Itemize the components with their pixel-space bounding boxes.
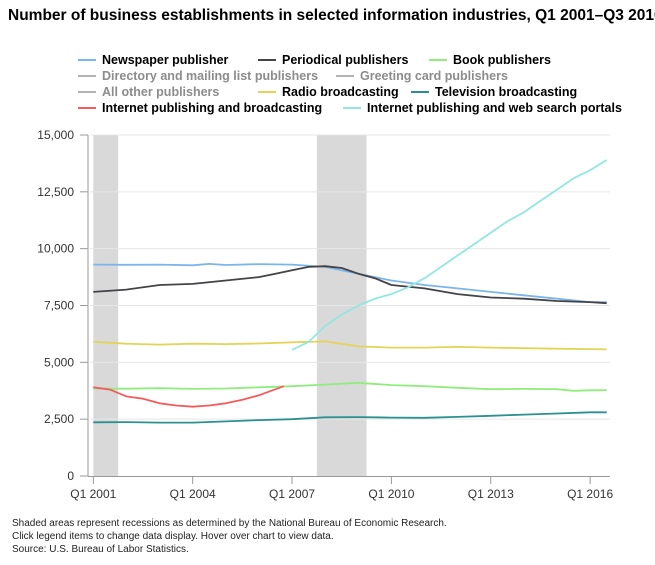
legend-label: All other publishers xyxy=(102,85,220,99)
x-tick-label: Q1 2010 xyxy=(368,487,414,501)
x-tick-label: Q1 2001 xyxy=(70,487,116,501)
series-line-periodical-publishers[interactable] xyxy=(93,265,607,305)
footnote-source: Source: U.S. Bureau of Labor Statistics. xyxy=(12,544,189,555)
axes: 15,000 12,500 10,000 7,500 5,000 2,500 0 Q1 200… xyxy=(37,128,613,501)
y-tick-label: 2,500 xyxy=(44,412,74,426)
series-line-radio-broadcasting[interactable] xyxy=(93,340,607,351)
legend-swatch xyxy=(336,74,354,77)
legend-swatch xyxy=(78,58,96,61)
legend-swatch xyxy=(258,58,276,61)
x-tick-label: Q1 2016 xyxy=(567,487,613,501)
series-line-television-broadcasting[interactable] xyxy=(93,411,607,424)
legend-swatch xyxy=(343,106,361,109)
legend-swatch xyxy=(78,74,96,77)
y-tick-label: 12,500 xyxy=(37,185,74,199)
legend-label: Internet publishing and broadcasting xyxy=(102,101,323,115)
legend-label: Newspaper publisher xyxy=(102,53,229,67)
legend-label: Directory and mailing list publishers xyxy=(102,69,319,83)
chart-title: Number of business establishments in sel… xyxy=(8,7,655,24)
chart-legend: Newspaper publisher Periodical publisher… xyxy=(78,52,655,118)
series-lines[interactable] xyxy=(93,159,608,424)
x-tick-label: Q1 2004 xyxy=(170,487,216,501)
legend-item-internet-publishing-web-search[interactable]: Internet publishing and web search porta… xyxy=(343,100,622,116)
legend-label: Radio broadcasting xyxy=(282,85,399,99)
legend-item-book-publishers[interactable]: Book publishers xyxy=(429,52,551,68)
legend-item-internet-publishing-broadcasting[interactable]: Internet publishing and broadcasting xyxy=(78,100,322,116)
footnote-interaction-note: Click legend items to change data displa… xyxy=(12,531,334,542)
footnote-recession-note: Shaded areas represent recessions as det… xyxy=(12,518,447,529)
legend-item-periodical-publishers[interactable]: Periodical publishers xyxy=(258,52,408,68)
legend-item-greeting-card-publishers[interactable]: Greeting card publishers xyxy=(336,68,508,84)
legend-label: Internet publishing and web search porta… xyxy=(367,101,622,115)
legend-swatch xyxy=(258,90,276,93)
legend-label: Periodical publishers xyxy=(282,53,409,67)
legend-label: Television broadcasting xyxy=(435,85,578,99)
legend-swatch xyxy=(78,106,96,109)
y-tick-label: 7,500 xyxy=(44,299,74,313)
legend-label: Book publishers xyxy=(453,53,551,67)
x-tick-label: Q1 2007 xyxy=(269,487,315,501)
series-line-newspaper-publisher[interactable] xyxy=(93,262,607,304)
chart-footnote: Shaded areas represent recessions as det… xyxy=(12,517,447,556)
x-tick-label: Q1 2013 xyxy=(468,487,514,501)
legend-item-directory-mailing-list[interactable]: Directory and mailing list publishers xyxy=(78,68,318,84)
legend-item-newspaper-publisher[interactable]: Newspaper publisher xyxy=(78,52,228,68)
gridlines xyxy=(90,134,610,420)
legend-item-television-broadcasting[interactable]: Television broadcasting xyxy=(411,84,577,100)
y-tick-label: 15,000 xyxy=(37,128,74,142)
series-line-book-publishers[interactable] xyxy=(93,381,607,392)
legend-swatch xyxy=(429,58,447,61)
y-tick-label: 5,000 xyxy=(44,355,74,369)
legend-swatch xyxy=(411,90,429,93)
series-line-internet-publishing-and-web-search-portals[interactable] xyxy=(291,159,608,351)
legend-label: Greeting card publishers xyxy=(360,69,508,83)
legend-swatch xyxy=(78,90,96,93)
legend-item-radio-broadcasting[interactable]: Radio broadcasting xyxy=(258,84,399,100)
y-tick-label: 0 xyxy=(67,469,74,483)
legend-item-all-other-publishers[interactable]: All other publishers xyxy=(78,84,219,100)
y-tick-label: 10,000 xyxy=(37,242,74,256)
series-line-internet-publishing-and-broadcasting[interactable] xyxy=(93,385,285,408)
